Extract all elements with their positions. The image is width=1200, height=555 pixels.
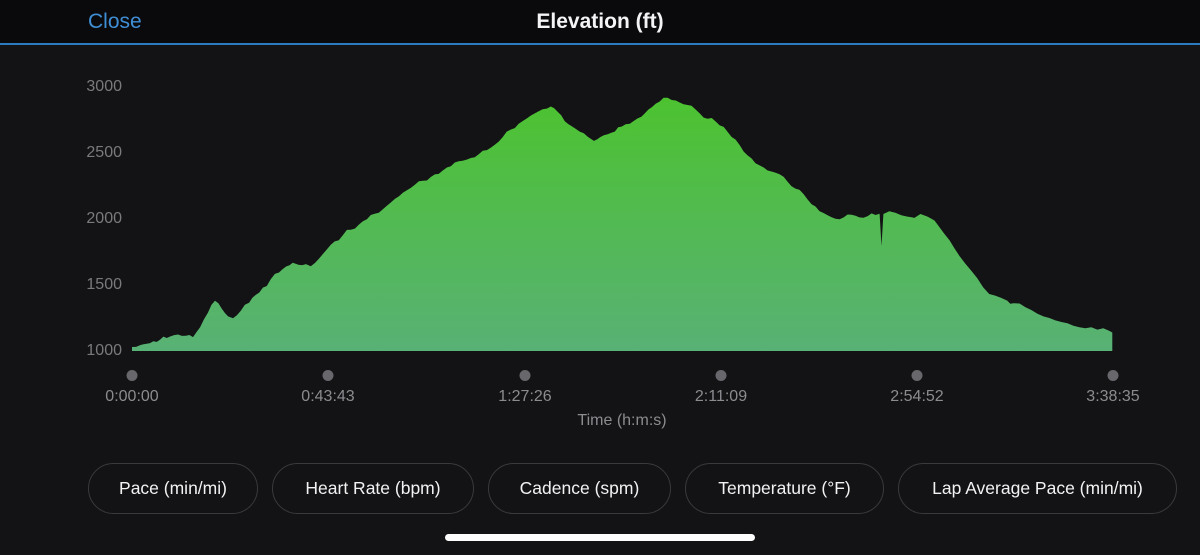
elevation-area <box>132 97 1113 351</box>
y-tick-label: 2000 <box>86 210 122 227</box>
x-tick-dot <box>911 370 923 381</box>
y-tick-label: 1500 <box>86 276 122 293</box>
metric-selector: Pace (min/mi) Heart Rate (bpm) Cadence (… <box>88 463 1177 514</box>
x-tick-dot <box>1107 370 1119 381</box>
heart-rate-button[interactable]: Heart Rate (bpm) <box>272 463 474 514</box>
cadence-button[interactable]: Cadence (spm) <box>488 463 671 514</box>
page-title: Elevation (ft) <box>536 10 664 33</box>
x-tick-label: 1:27:26 <box>498 388 552 405</box>
elevation-chart[interactable]: 3000 2500 2000 1500 1000 0:00:00 0:43:43… <box>0 46 1200 455</box>
x-tick-label: 0:00:00 <box>105 388 159 405</box>
temperature-button[interactable]: Temperature (°F) <box>685 463 884 514</box>
y-tick-label: 3000 <box>86 78 122 95</box>
header: Close Elevation (ft) <box>0 0 1200 45</box>
x-tick-dot <box>126 370 138 381</box>
close-button[interactable]: Close <box>88 0 142 43</box>
elevation-area-plot <box>132 97 1113 351</box>
pace-button[interactable]: Pace (min/mi) <box>88 463 258 514</box>
x-tick-dot <box>519 370 531 381</box>
x-tick-label: 2:54:52 <box>890 388 944 405</box>
home-indicator[interactable] <box>445 534 755 541</box>
lap-average-pace-button[interactable]: Lap Average Pace (min/mi) <box>898 463 1177 514</box>
x-axis-title: Time (h:m:s) <box>577 412 667 429</box>
x-tick-dot <box>715 370 727 381</box>
x-tick-label: 3:38:35 <box>1086 388 1140 405</box>
y-tick-label: 1000 <box>86 342 122 359</box>
x-axis-labels: 0:00:00 0:43:43 1:27:26 2:11:09 2:54:52 … <box>0 386 1140 408</box>
x-tick-label: 2:11:09 <box>694 388 748 405</box>
x-tick-dot <box>322 370 334 381</box>
y-tick-label: 2500 <box>86 144 122 161</box>
x-tick-label: 0:43:43 <box>301 388 355 405</box>
